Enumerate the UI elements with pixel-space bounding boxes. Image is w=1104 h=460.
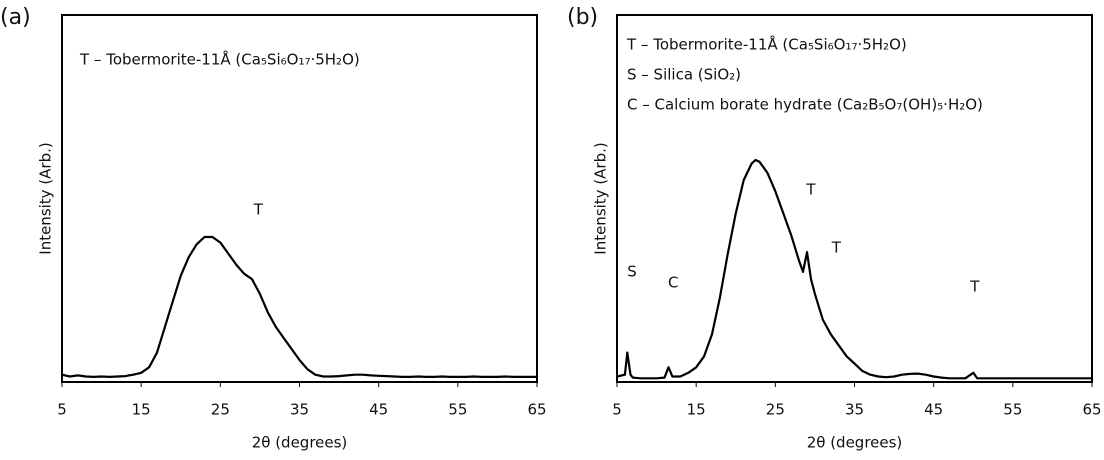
peak-label: T: [969, 277, 980, 295]
legend-line: T – Tobermorite-11Å (Ca₅Si₆O₁₇·5H₂O): [79, 50, 360, 69]
y-axis-title: Intensity (Arb.): [37, 142, 55, 254]
legend-line: C – Calcium borate hydrate (Ca₂B₅O₇(OH)₅…: [627, 96, 983, 114]
x-tick-label: 5: [612, 401, 622, 419]
x-axis-title: 2θ (degrees): [252, 434, 348, 452]
x-tick-label: 25: [211, 401, 230, 419]
x-tick-label: 35: [845, 401, 864, 419]
panel-label: (a): [0, 5, 31, 30]
x-tick-label: 15: [132, 401, 151, 419]
x-tick-label: 65: [1082, 401, 1101, 419]
plot-frame: [61, 14, 538, 383]
plot-frame: [616, 14, 1093, 383]
xrd-line: [616, 158, 1092, 380]
x-tick-label: 15: [687, 401, 706, 419]
peak-label: C: [668, 273, 678, 291]
x-tick-label: 25: [766, 401, 785, 419]
x-tick-label: 45: [924, 401, 943, 419]
x-tick-label: 65: [527, 401, 546, 419]
y-axis-title: Intensity (Arb.): [592, 142, 610, 254]
peak-label: T: [831, 239, 842, 257]
peak-label: T: [253, 200, 264, 218]
x-tick-label: 35: [290, 401, 309, 419]
x-tick-label: 55: [448, 401, 467, 419]
legend-line: S – Silica (SiO₂): [627, 66, 741, 84]
xrd-line: [61, 235, 537, 378]
x-tick-label: 45: [369, 401, 388, 419]
panel-label: (b): [567, 5, 598, 30]
x-tick-label: 5: [57, 401, 67, 419]
x-tick-label: 55: [1003, 401, 1022, 419]
peak-label: S: [627, 262, 637, 280]
legend-line: T – Tobermorite-11Å (Ca₅Si₆O₁₇·5H₂O): [626, 35, 907, 54]
x-axis-title: 2θ (degrees): [807, 434, 903, 452]
peak-label: T: [805, 181, 816, 199]
